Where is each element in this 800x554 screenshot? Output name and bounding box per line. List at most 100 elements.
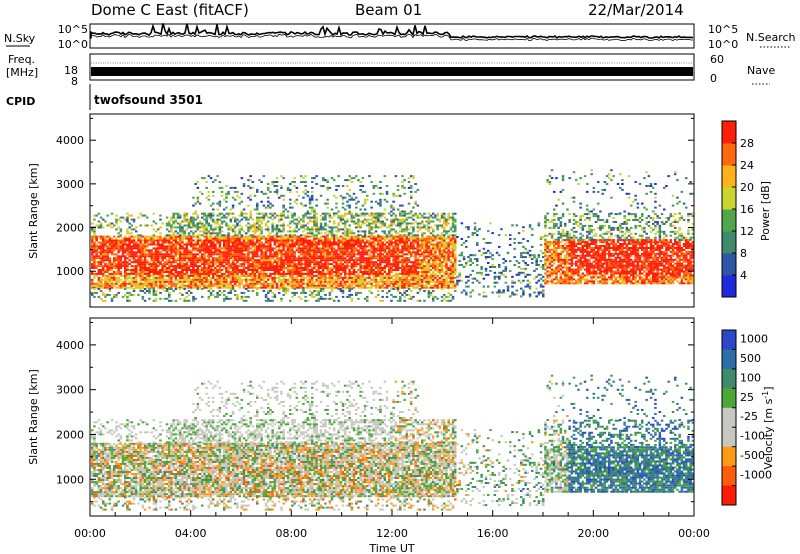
power-cell: [410, 267, 413, 269]
power-cell: [231, 212, 235, 215]
power-cell: [317, 261, 321, 264]
power-cell: [410, 235, 413, 238]
power-cell: [190, 239, 193, 242]
power-cell: [203, 241, 206, 244]
power-cell: [306, 263, 310, 266]
power-cell: [291, 247, 294, 250]
power-cell: [390, 251, 393, 254]
power-cell: [148, 284, 151, 287]
power-cell: [168, 259, 171, 262]
power-cell: [97, 226, 101, 229]
power-cell: [374, 200, 378, 203]
power-cell: [264, 282, 268, 285]
power-cell: [253, 230, 257, 233]
power-cell: [240, 253, 244, 256]
power-cell: [324, 235, 327, 238]
power-cell: [247, 241, 250, 244]
power-cell: [121, 274, 125, 277]
power-cell: [289, 198, 292, 201]
power-cell: [194, 297, 197, 300]
power-cell: [273, 293, 277, 296]
power-cell: [333, 278, 336, 281]
power-cell: [159, 257, 162, 260]
power-cell: [333, 299, 336, 302]
power-cell: [390, 214, 393, 217]
power-cell: [423, 253, 426, 256]
power-cell: [385, 218, 389, 221]
power-cell: [372, 280, 376, 283]
power-cell: [401, 267, 404, 269]
power-cell: [157, 261, 160, 264]
power-cell: [207, 286, 211, 289]
power-cell: [207, 280, 211, 283]
power-cell: [130, 278, 134, 281]
power-cell: [319, 288, 323, 290]
power-cell: [302, 276, 305, 279]
power-cell: [394, 263, 398, 266]
power-cell: [236, 224, 239, 227]
power-cell: [187, 259, 191, 262]
power-cell: [117, 265, 120, 268]
power-cell: [348, 228, 351, 231]
power-cell: [212, 290, 215, 292]
power-cell: [282, 271, 285, 273]
power-cell: [412, 261, 415, 264]
power-cell: [339, 261, 343, 264]
power-cell: [183, 251, 186, 254]
power-cell: [302, 237, 305, 240]
power-cell: [328, 282, 332, 285]
power-cell: [374, 243, 378, 246]
power-cell: [227, 228, 230, 231]
power-cell: [179, 297, 182, 300]
power-cell: [297, 245, 301, 248]
power-cell: [273, 259, 277, 262]
power-cell: [262, 218, 266, 221]
power-cell: [295, 243, 299, 246]
power-cell: [399, 212, 402, 215]
power-cell: [214, 253, 217, 256]
power-cell: [366, 261, 369, 264]
power-cell: [93, 241, 96, 244]
power-cell: [253, 237, 257, 240]
power-cell: [390, 218, 393, 221]
power-cell: [229, 271, 233, 273]
power-cell: [135, 235, 138, 238]
power-cell: [256, 206, 259, 209]
power-cell: [214, 239, 217, 242]
power-cell: [352, 222, 356, 225]
freq-right-tick-bottom: 0: [710, 72, 717, 85]
power-cell: [319, 259, 323, 262]
power-cell: [405, 259, 409, 262]
power-cell: [117, 291, 120, 294]
power-cell: [319, 251, 323, 254]
power-cell: [383, 232, 387, 235]
power-cell: [185, 272, 189, 275]
power-cell: [236, 280, 239, 283]
power-cell: [282, 282, 285, 285]
power-cell: [341, 276, 345, 279]
power-cell: [150, 253, 153, 256]
power-cell: [93, 234, 96, 237]
power-cell: [313, 271, 316, 273]
power-cell: [392, 295, 395, 298]
power-cell: [366, 299, 369, 302]
power-cell: [192, 276, 195, 279]
power-cell: [297, 257, 301, 260]
power-cell: [99, 257, 103, 260]
power-cell: [335, 206, 338, 209]
power-cell: [412, 249, 415, 252]
power-cell: [161, 274, 164, 277]
power-cell: [403, 299, 406, 302]
power-cell: [234, 278, 237, 281]
power-cell: [359, 261, 362, 264]
power-cell: [256, 204, 259, 207]
power-cell: [102, 243, 105, 246]
power-cell: [330, 247, 334, 250]
power-cell: [258, 286, 261, 289]
power-cell: [247, 204, 250, 207]
power-cell: [416, 235, 420, 238]
power-cell: [324, 272, 327, 275]
power-cell: [407, 253, 411, 256]
power-cell: [306, 267, 310, 269]
power-cell: [128, 214, 131, 217]
